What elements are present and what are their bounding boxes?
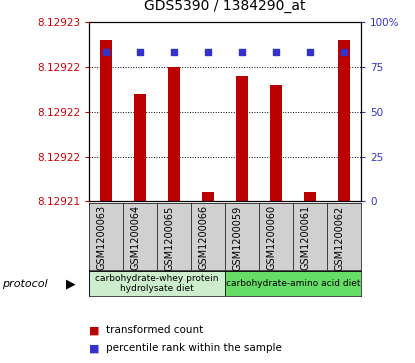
Text: GSM1200066: GSM1200066 (198, 205, 208, 270)
Text: ▶: ▶ (66, 277, 76, 290)
Text: percentile rank within the sample: percentile rank within the sample (106, 343, 282, 354)
Point (205, 49, 212, 55)
Text: GSM1200065: GSM1200065 (164, 205, 174, 270)
Text: transformed count: transformed count (106, 325, 203, 335)
Text: GSM1200060: GSM1200060 (266, 205, 276, 270)
Bar (225, 271, 361, 296)
Text: ■: ■ (89, 325, 100, 335)
Bar (270, 85, 282, 201)
Text: GSM1200062: GSM1200062 (334, 205, 344, 270)
Point (307, 49, 313, 55)
Point (137, 49, 144, 55)
Bar (89, 271, 225, 296)
Text: carbohydrate-whey protein
hydrolysate diet: carbohydrate-whey protein hydrolysate di… (95, 274, 219, 293)
Bar (168, 67, 180, 201)
Text: protocol: protocol (2, 278, 48, 289)
Text: GSM1200064: GSM1200064 (130, 205, 140, 270)
Bar (134, 94, 146, 201)
Text: ■: ■ (89, 343, 100, 354)
Text: GSM1200059: GSM1200059 (232, 205, 242, 270)
Bar (202, 192, 214, 201)
Bar (100, 40, 112, 201)
Text: GDS5390 / 1384290_at: GDS5390 / 1384290_at (144, 0, 306, 13)
Bar (236, 76, 248, 201)
Text: GSM1200063: GSM1200063 (96, 205, 106, 270)
Point (273, 49, 279, 55)
Bar (304, 192, 316, 201)
Point (341, 49, 347, 55)
Point (171, 49, 178, 55)
Text: carbohydrate-amino acid diet: carbohydrate-amino acid diet (226, 279, 360, 288)
Point (103, 49, 110, 55)
Bar (338, 40, 350, 201)
Point (239, 49, 245, 55)
Text: GSM1200061: GSM1200061 (300, 205, 310, 270)
